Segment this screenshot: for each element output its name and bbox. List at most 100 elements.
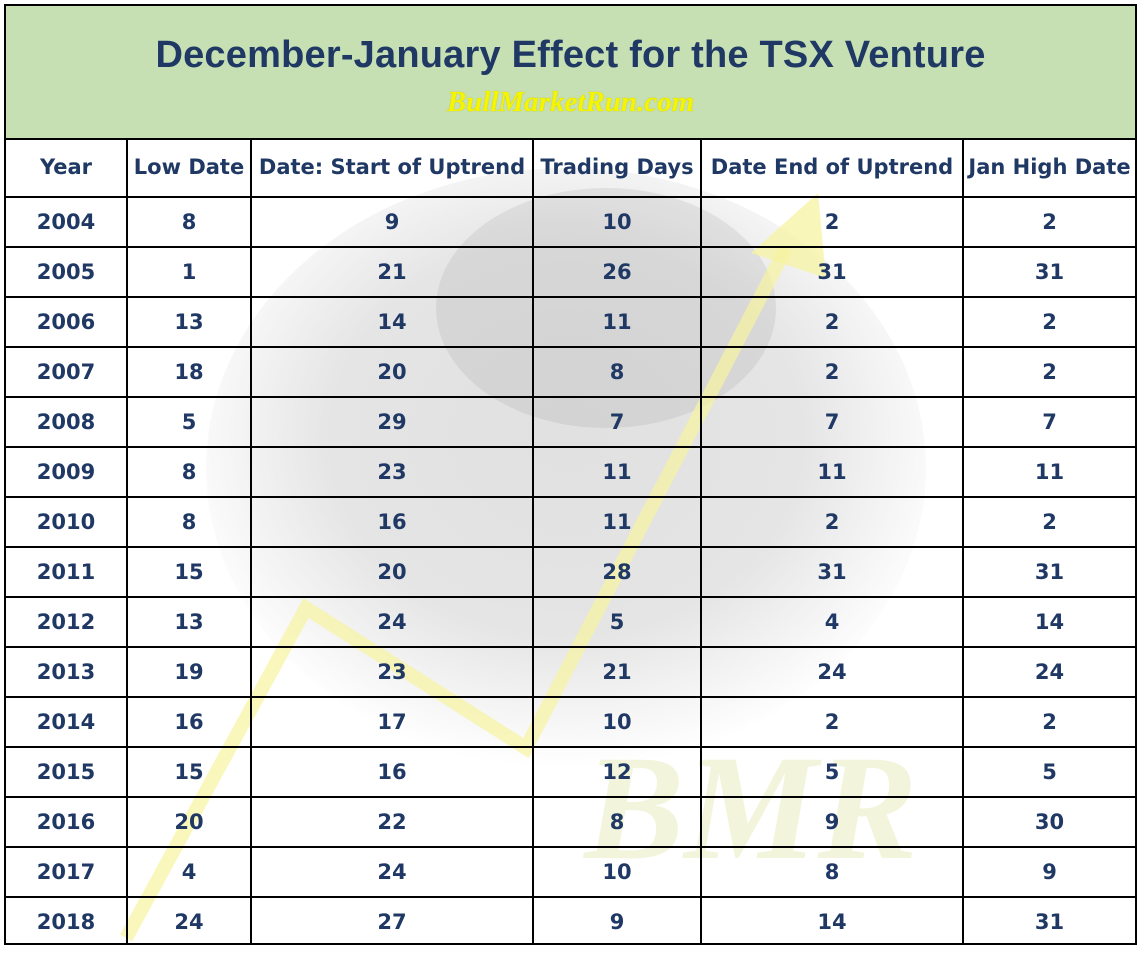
cell-end-of-uptrend: 24: [700, 646, 964, 698]
cell-jan-high-date: 7: [962, 396, 1135, 448]
cell-trading-days: 8: [532, 796, 702, 848]
cell-start-of-uptrend: 22: [250, 796, 534, 848]
cell-jan-high-date: 5: [962, 746, 1135, 798]
cell-low-date: 8: [126, 196, 252, 248]
cell-jan-high-date: 9: [962, 846, 1135, 898]
cell-end-of-uptrend: 4: [700, 596, 964, 648]
cell-jan-high-date: 2: [962, 696, 1135, 748]
cell-low-date: 13: [126, 596, 252, 648]
cell-trading-days: 26: [532, 246, 702, 298]
cell-start-of-uptrend: 23: [250, 446, 534, 498]
cell-year: 2006: [6, 296, 128, 348]
table-row: 2012 13 24 5 4 14: [6, 596, 1135, 648]
cell-start-of-uptrend: 17: [250, 696, 534, 748]
cell-end-of-uptrend: 2: [700, 696, 964, 748]
table-row: 2009 8 23 11 11 11: [6, 446, 1135, 498]
cell-trading-days: 5: [532, 596, 702, 648]
col-header-trading-days: Trading Days: [532, 138, 702, 198]
cell-start-of-uptrend: 27: [250, 896, 534, 943]
cell-jan-high-date: 24: [962, 646, 1135, 698]
cell-low-date: 18: [126, 346, 252, 398]
cell-low-date: 4: [126, 846, 252, 898]
cell-jan-high-date: 11: [962, 446, 1135, 498]
cell-end-of-uptrend: 8: [700, 846, 964, 898]
cell-jan-high-date: 14: [962, 596, 1135, 648]
cell-trading-days: 10: [532, 846, 702, 898]
cell-low-date: 8: [126, 496, 252, 548]
cell-trading-days: 12: [532, 746, 702, 798]
cell-end-of-uptrend: 2: [700, 296, 964, 348]
cell-trading-days: 10: [532, 696, 702, 748]
cell-jan-high-date: 2: [962, 196, 1135, 248]
table-row: 2016 20 22 8 9 30: [6, 796, 1135, 848]
cell-trading-days: 10: [532, 196, 702, 248]
cell-jan-high-date: 30: [962, 796, 1135, 848]
site-watermark-link: BullMarketRun.com: [446, 86, 695, 118]
cell-year: 2007: [6, 346, 128, 398]
cell-start-of-uptrend: 24: [250, 846, 534, 898]
cell-year: 2011: [6, 546, 128, 598]
cell-year: 2013: [6, 646, 128, 698]
cell-trading-days: 11: [532, 496, 702, 548]
col-header-year: Year: [6, 138, 128, 198]
cell-low-date: 13: [126, 296, 252, 348]
cell-trading-days: 21: [532, 646, 702, 698]
cell-trading-days: 11: [532, 296, 702, 348]
col-header-jan-high-date: Jan High Date: [962, 138, 1135, 198]
table-row: 2006 13 14 11 2 2: [6, 296, 1135, 348]
cell-end-of-uptrend: 14: [700, 896, 964, 943]
cell-jan-high-date: 31: [962, 246, 1135, 298]
page-title: December-January Effect for the TSX Vent…: [155, 34, 986, 76]
cell-end-of-uptrend: 2: [700, 346, 964, 398]
cell-year: 2004: [6, 196, 128, 248]
cell-start-of-uptrend: 14: [250, 296, 534, 348]
cell-trading-days: 9: [532, 896, 702, 943]
cell-end-of-uptrend: 2: [700, 196, 964, 248]
cell-jan-high-date: 2: [962, 296, 1135, 348]
cell-trading-days: 8: [532, 346, 702, 398]
table-row: 2015 15 16 12 5 5: [6, 746, 1135, 798]
cell-start-of-uptrend: 20: [250, 346, 534, 398]
table-row: 2018 24 27 9 14 31: [6, 896, 1135, 943]
cell-low-date: 15: [126, 746, 252, 798]
cell-low-date: 16: [126, 696, 252, 748]
cell-low-date: 15: [126, 546, 252, 598]
col-header-end-of-uptrend: Date End of Uptrend: [700, 138, 964, 198]
cell-start-of-uptrend: 20: [250, 546, 534, 598]
cell-start-of-uptrend: 16: [250, 496, 534, 548]
cell-year: 2016: [6, 796, 128, 848]
cell-start-of-uptrend: 9: [250, 196, 534, 248]
cell-end-of-uptrend: 5: [700, 746, 964, 798]
cell-low-date: 19: [126, 646, 252, 698]
table-body: 2004 8 9 10 2 2 2005 1 21 26 31 31 2006 13 14 11 2 2 2007 1…: [6, 196, 1135, 943]
cell-start-of-uptrend: 24: [250, 596, 534, 648]
cell-start-of-uptrend: 23: [250, 646, 534, 698]
cell-trading-days: 11: [532, 446, 702, 498]
table-row: 2017 4 24 10 8 9: [6, 846, 1135, 898]
cell-start-of-uptrend: 21: [250, 246, 534, 298]
cell-start-of-uptrend: 16: [250, 746, 534, 798]
cell-end-of-uptrend: 9: [700, 796, 964, 848]
cell-year: 2018: [6, 896, 128, 943]
table-row: 2004 8 9 10 2 2: [6, 196, 1135, 248]
cell-low-date: 24: [126, 896, 252, 943]
cell-low-date: 8: [126, 446, 252, 498]
report-frame: December-January Effect for the TSX Vent…: [4, 4, 1137, 945]
cell-year: 2005: [6, 246, 128, 298]
col-header-start-of-uptrend: Date: Start of Uptrend: [250, 138, 534, 198]
cell-jan-high-date: 2: [962, 346, 1135, 398]
cell-trading-days: 7: [532, 396, 702, 448]
table-row: 2008 5 29 7 7 7: [6, 396, 1135, 448]
table-row: 2013 19 23 21 24 24: [6, 646, 1135, 698]
cell-year: 2014: [6, 696, 128, 748]
cell-end-of-uptrend: 31: [700, 246, 964, 298]
title-banner: December-January Effect for the TSX Vent…: [6, 6, 1135, 140]
table-row: 2005 1 21 26 31 31: [6, 246, 1135, 298]
cell-jan-high-date: 31: [962, 896, 1135, 943]
cell-jan-high-date: 2: [962, 496, 1135, 548]
table-row: 2010 8 16 11 2 2: [6, 496, 1135, 548]
cell-low-date: 1: [126, 246, 252, 298]
cell-end-of-uptrend: 7: [700, 396, 964, 448]
col-header-low-date: Low Date: [126, 138, 252, 198]
table-row: 2007 18 20 8 2 2: [6, 346, 1135, 398]
